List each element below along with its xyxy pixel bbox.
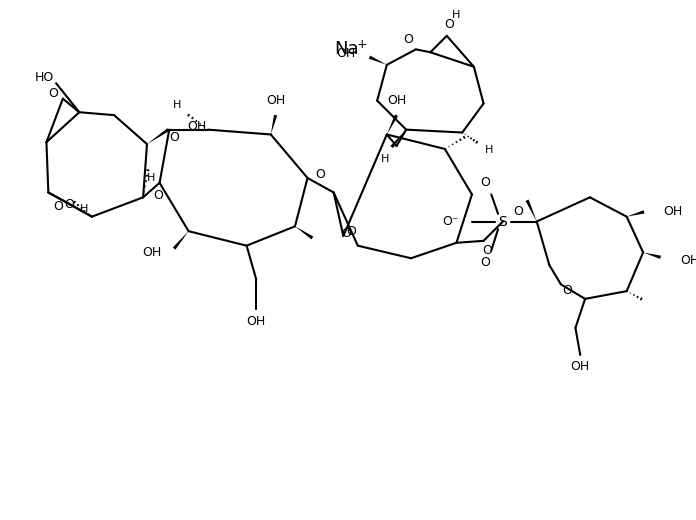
Polygon shape: [147, 128, 169, 144]
Text: OH: OH: [663, 205, 683, 218]
Text: O: O: [444, 18, 454, 31]
Text: HO: HO: [35, 71, 54, 84]
Text: +: +: [356, 38, 367, 51]
Polygon shape: [643, 252, 661, 259]
Polygon shape: [369, 56, 387, 65]
Text: H: H: [173, 100, 181, 110]
Text: O: O: [514, 205, 523, 218]
Text: S: S: [498, 215, 507, 228]
Text: H: H: [485, 145, 493, 155]
Text: OH: OH: [387, 94, 406, 107]
Polygon shape: [295, 226, 313, 239]
Text: O: O: [480, 256, 491, 269]
Polygon shape: [173, 231, 189, 250]
Text: O: O: [53, 201, 63, 214]
Text: OH: OH: [188, 120, 207, 133]
Text: OH: OH: [337, 47, 356, 60]
Text: OH: OH: [142, 246, 161, 259]
Text: OH: OH: [266, 94, 285, 107]
Polygon shape: [626, 210, 644, 217]
Polygon shape: [387, 114, 398, 135]
Text: O: O: [315, 167, 325, 180]
Polygon shape: [271, 115, 277, 135]
Text: O: O: [169, 131, 179, 144]
Text: O: O: [65, 198, 74, 211]
Text: ⁻: ⁻: [451, 215, 457, 228]
Text: O: O: [562, 284, 571, 297]
Text: Na: Na: [334, 41, 358, 58]
Text: O: O: [154, 189, 164, 202]
Text: H: H: [80, 204, 88, 214]
Polygon shape: [525, 200, 537, 222]
Text: O: O: [403, 33, 413, 46]
Text: O: O: [482, 244, 492, 257]
Text: OH: OH: [571, 360, 590, 373]
Text: H: H: [381, 153, 389, 164]
Text: H: H: [147, 173, 155, 183]
Text: H: H: [452, 9, 461, 20]
Text: O: O: [341, 227, 351, 240]
Text: O: O: [480, 176, 491, 189]
Text: O: O: [443, 215, 452, 228]
Text: OH: OH: [246, 315, 266, 328]
Text: O: O: [346, 225, 356, 238]
Polygon shape: [390, 129, 406, 148]
Text: OH: OH: [680, 254, 696, 267]
Text: O: O: [48, 87, 58, 100]
